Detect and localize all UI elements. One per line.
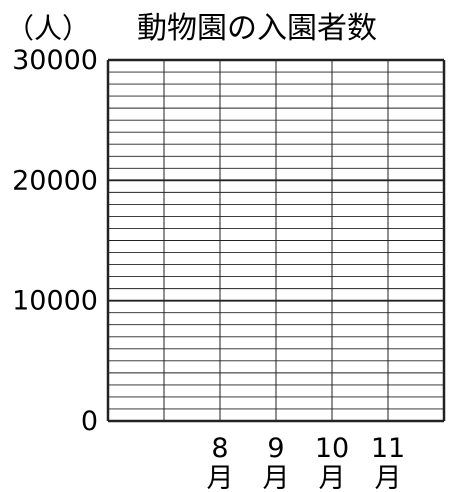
y-tick-label: 0 [81,406,98,437]
y-tick-label: 20000 [12,165,98,196]
x-tick-unit-label: 月 [207,463,234,492]
x-tick-unit-label: 月 [375,463,402,492]
y-axis-ticks: 0 10000 20000 30000 [12,45,98,437]
x-tick-label: 10 [315,433,349,464]
x-tick-unit-label: 月 [319,463,346,492]
y-tick-label: 30000 [12,45,98,76]
y-tick-label: 10000 [12,286,98,317]
x-tick-label: 9 [267,433,284,464]
chart-title: 動物園の入園者数 [137,11,377,46]
x-tick-label: 8 [211,433,228,464]
x-tick-label: 11 [371,433,405,464]
y-axis-unit-label: （人） [6,12,90,45]
x-tick-unit-label: 月 [263,463,290,492]
grid [106,58,446,423]
